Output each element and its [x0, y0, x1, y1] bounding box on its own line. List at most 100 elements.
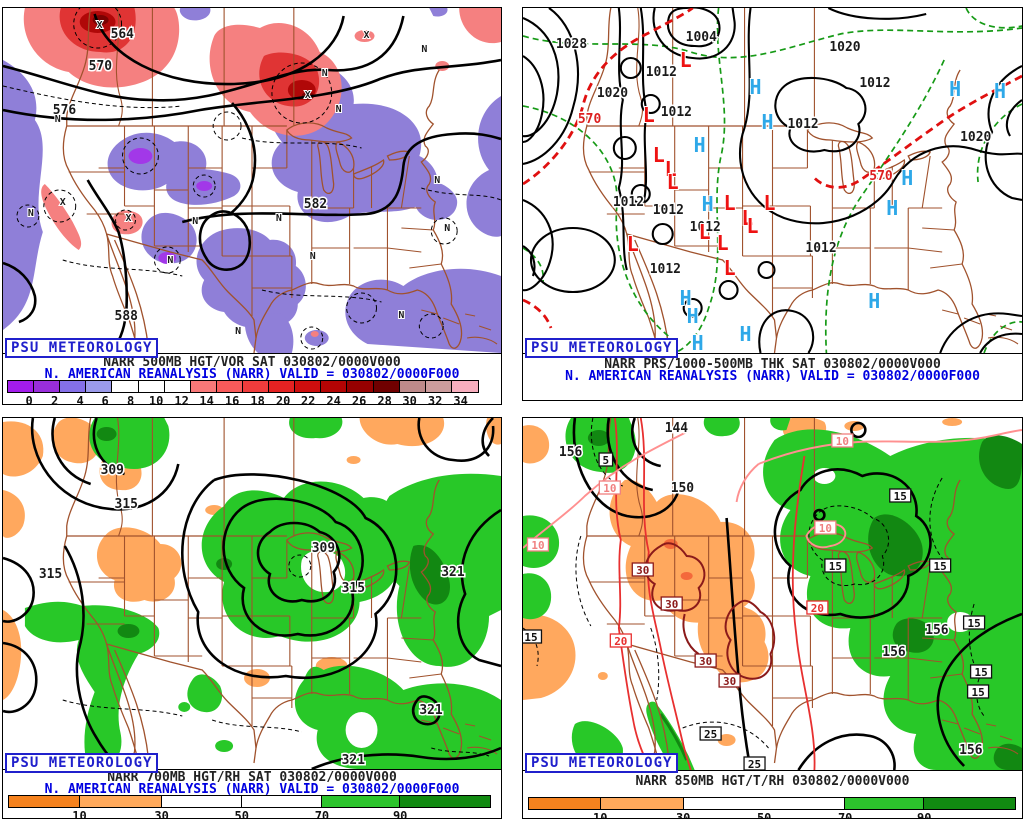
low-pressure-symbol: L	[763, 191, 775, 215]
low-pressure-symbol: L	[724, 256, 736, 280]
contour-label: 564	[111, 27, 135, 42]
map-caption: NARR 850MB HGT/T/RH 030802/0000V000	[635, 774, 910, 789]
svg-text:15: 15	[967, 617, 980, 630]
contour-label: N	[336, 104, 342, 115]
high-pressure-symbol: H	[694, 133, 706, 157]
thickness-570-red-dashed	[523, 8, 1022, 329]
svg-text:15: 15	[894, 490, 907, 503]
contour-label: N	[55, 114, 61, 125]
low-pressure-symbol: L	[627, 232, 639, 256]
contour-label: 144	[665, 421, 689, 436]
contour-label: N	[192, 216, 198, 227]
boxed-temperature-label: 10	[598, 480, 621, 495]
panel-700mb-hgt-rh: 309 315 315 309 315 321 321 321 PSU METEOROLOGY…	[2, 417, 502, 819]
svg-text:15: 15	[934, 560, 947, 573]
contour-label: 1012	[646, 65, 677, 80]
vorticity-colorbar: 0 2 4 6 8 10 12 14 16 18 20 22 24 26 28 30 32 34	[7, 380, 479, 404]
contour-label: 1012	[787, 117, 818, 132]
contour-label: 321	[342, 753, 366, 768]
thickness-contours-green-dashed	[523, 8, 1022, 353]
temperature-contours-30c	[644, 542, 776, 680]
temperature-contours-10c-pink	[523, 429, 1022, 549]
contour-label: 576	[53, 103, 77, 118]
map-caption: NARR PRS/1000-500MB THK SAT 030802/0000V…	[604, 357, 941, 372]
boxed-temperature-label: 20	[806, 600, 829, 615]
map-850mb-hgt-t-rh: 144 150 156 156 156 156 5 10 10 10 10 15 15 15 15 15 15 1…	[523, 418, 1022, 771]
svg-text:15: 15	[971, 686, 984, 699]
psu-logo: PSU METEOROLOGY	[525, 753, 679, 773]
low-pressure-symbol: L	[699, 220, 711, 244]
valid-line: N. AMERICAN REANALYSIS (NARR) VALID = 03…	[44, 782, 460, 797]
svg-text:25: 25	[748, 758, 761, 771]
vorticity-contours-dashed	[3, 8, 501, 350]
very-moist-rh-shading	[96, 427, 450, 638]
boxed-temperature-label: 15	[523, 629, 543, 644]
streak-core	[659, 713, 689, 761]
contour-label: 156	[882, 645, 906, 660]
svg-text:30: 30	[636, 564, 649, 577]
rh-colorbar: 10 30 50 70 90	[528, 797, 1016, 818]
high-pressure-symbol: H	[740, 322, 752, 346]
map-700mb-hgt-rh: 309 315 315 309 315 321 321 321	[3, 418, 501, 770]
contour-label: 156	[559, 445, 583, 460]
psu-logo: PSU METEOROLOGY	[5, 753, 159, 773]
high-pressure-symbol: H	[687, 304, 699, 328]
boxed-temperature-label: 30	[718, 673, 741, 688]
high-pressure-symbol: H	[949, 77, 961, 101]
svg-text:15: 15	[524, 631, 537, 644]
boxed-temperature-label: 15	[969, 664, 993, 679]
contour-label: 321	[419, 703, 443, 718]
svg-text:30: 30	[665, 598, 678, 611]
contour-label: 1012	[650, 262, 681, 277]
contour-label: 156	[925, 623, 949, 638]
high-pressure-symbol: H	[994, 79, 1006, 103]
contour-label: N	[444, 223, 450, 234]
svg-text:30: 30	[723, 675, 736, 688]
high-pressure-symbol: H	[692, 331, 704, 354]
contour-label: 1012	[613, 195, 644, 210]
high-pressure-symbol: H	[680, 286, 692, 310]
panel-mslp-thickness: 1028 1004 1020 1012 1020 1012 1012 1012 1020 1012…	[522, 7, 1023, 401]
contour-label: 1012	[859, 76, 890, 91]
contour-label: 1012	[805, 241, 836, 256]
svg-text:10: 10	[836, 435, 849, 448]
psu-logo: PSU METEOROLOGY	[5, 338, 159, 358]
contour-label: X	[97, 20, 103, 31]
contour-label: N	[235, 326, 241, 337]
high-pressure-symbol: H	[702, 192, 714, 216]
panel-500mb-hgt-vor: 564 570 576 582 588 N N N N N N N N N N N N N X X X X X PSU ME…	[2, 7, 502, 405]
high-pressure-symbol: H	[750, 75, 762, 99]
contour-label: 588	[115, 309, 138, 324]
contour-label: 156	[959, 743, 983, 758]
contour-label: 150	[671, 481, 695, 496]
contour-label: 1020	[829, 40, 860, 55]
height-contours	[3, 13, 501, 350]
boxed-temperature-label: 15	[889, 488, 912, 503]
low-pressure-symbol: L	[680, 48, 692, 72]
boxed-temperature-label: 10	[831, 433, 854, 448]
high-pressure-symbol: H	[901, 166, 913, 190]
svg-text:10: 10	[531, 539, 544, 552]
low-pressure-symbol: L	[667, 170, 679, 194]
contour-label: 1012	[661, 105, 692, 120]
contour-label: 1012	[690, 220, 721, 235]
low-pressure-symbol: L	[724, 191, 736, 215]
boxed-temperature-label: 15	[824, 558, 847, 573]
rh-colorbar: 10 30 50 70 90	[8, 795, 491, 818]
map-caption: NARR 700MB HGT/RH SAT 030802/0000V000	[107, 770, 397, 785]
contour-label: X	[126, 213, 132, 224]
contour-label: 1004	[686, 30, 717, 45]
contour-label: N	[28, 208, 34, 219]
contour-label: N	[276, 213, 282, 224]
height-contours	[3, 418, 501, 769]
contour-label: 570	[578, 112, 602, 127]
contour-label: 309	[101, 463, 124, 478]
psu-logo: PSU METEOROLOGY	[525, 338, 679, 358]
contour-label: 1012	[653, 203, 684, 218]
vorticity-core-shading	[128, 148, 213, 264]
boxed-temperature-label: 30	[694, 653, 717, 668]
svg-text:10: 10	[819, 522, 832, 535]
contour-label: 315	[342, 581, 365, 596]
contour-label: N	[322, 68, 328, 79]
